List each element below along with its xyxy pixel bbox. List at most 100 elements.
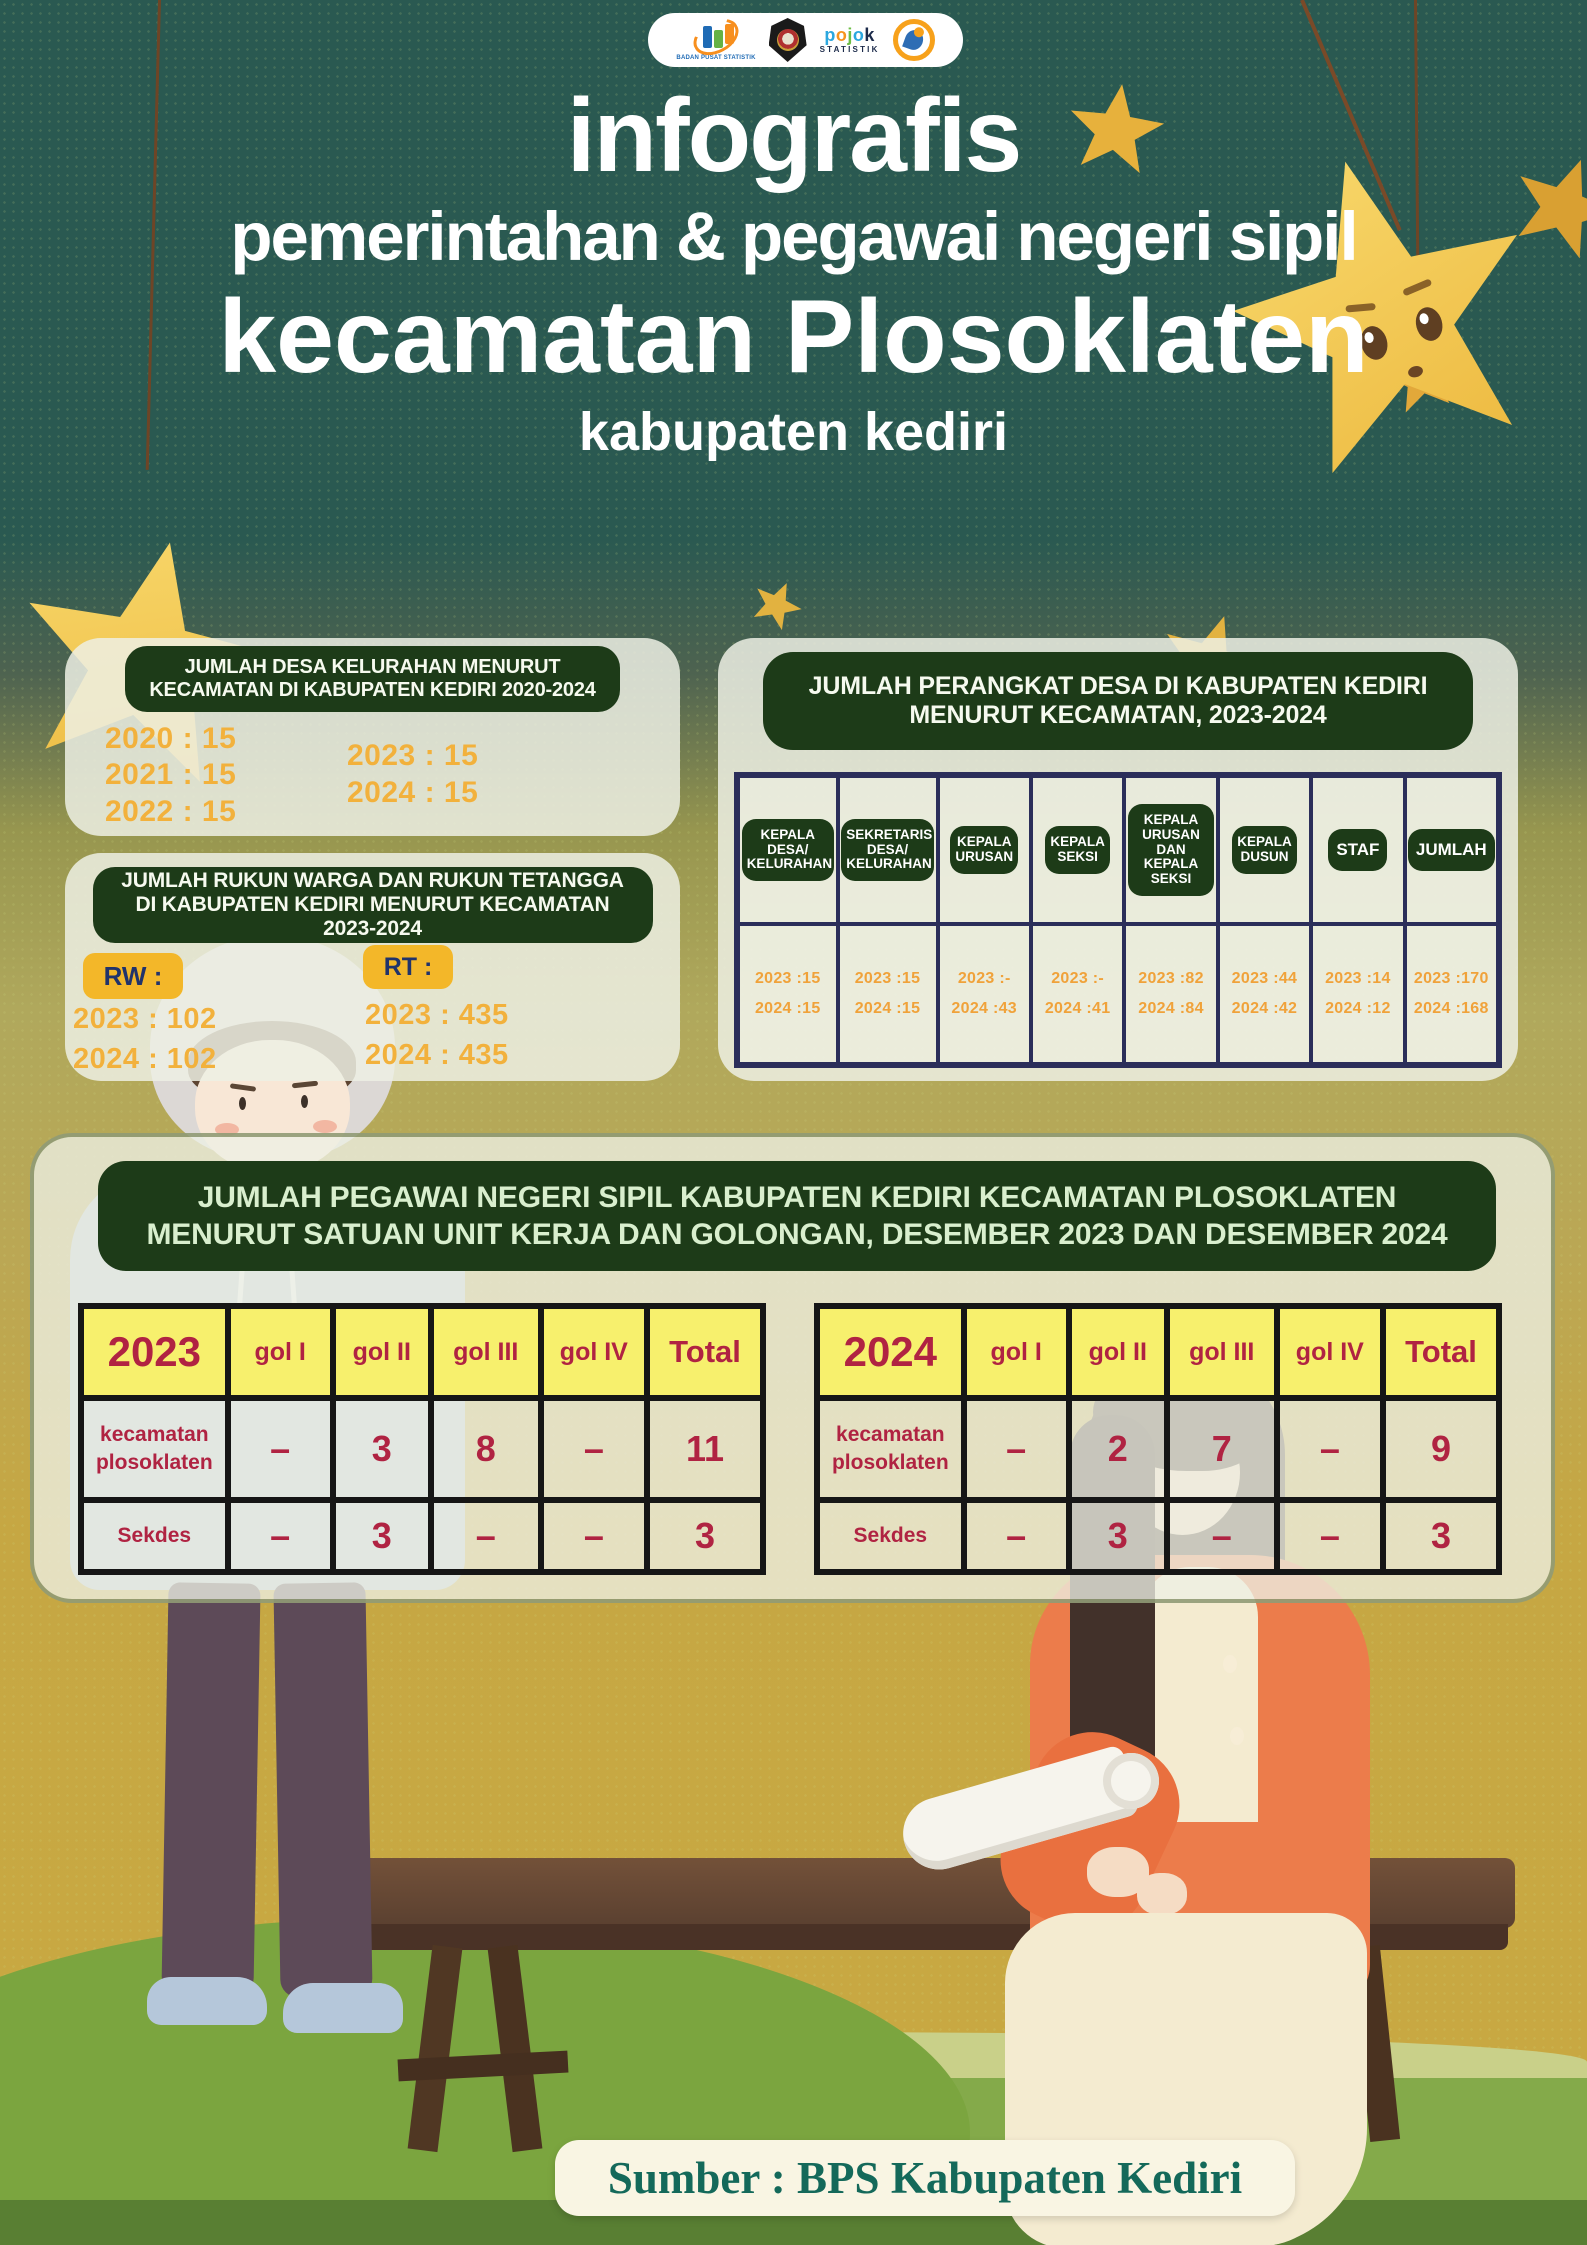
- diktisaintek-berdampak-logo-icon: [892, 19, 935, 61]
- pns-col-header: gol I: [227, 1306, 333, 1398]
- pns-value: –: [1276, 1398, 1384, 1500]
- uniska-badge-icon: [768, 18, 807, 62]
- pns-value: –: [1276, 1500, 1384, 1572]
- woman-button: [1223, 1655, 1237, 1673]
- pns-total-header: Total: [647, 1306, 763, 1398]
- perangkat-header-cell: KEPALA SEKSI: [1030, 776, 1125, 924]
- pns-value: 3: [647, 1500, 763, 1572]
- pns-row-label: kecamatan plosoklaten: [817, 1398, 964, 1500]
- panel-pns: JUMLAH PEGAWAI NEGERI SIPIL KABUPATEN KE…: [30, 1133, 1555, 1603]
- pns-col-header: gol III: [430, 1306, 541, 1398]
- perangkat-header-cell: KEPALA DESA/ KELURAHAN: [738, 776, 838, 924]
- pns-value: 11: [647, 1398, 763, 1500]
- boy-eye: [301, 1095, 308, 1108]
- pns-total-header: Total: [1383, 1306, 1499, 1398]
- woman-hand: [1137, 1873, 1187, 1915]
- title-line-1: infografis: [566, 78, 1023, 194]
- pns-value: 2: [1068, 1398, 1167, 1500]
- uniska-core-icon: [776, 29, 799, 51]
- perangkat-value-2023: 2023 :170: [1413, 969, 1489, 987]
- pns-col-header: gol IV: [540, 1306, 648, 1398]
- title-block: infografis pemerintahan & pegawai negeri…: [0, 84, 1587, 459]
- desa-value: 2020 : 15: [105, 722, 237, 755]
- pns-value: 3: [332, 1500, 431, 1572]
- pns-value: 8: [430, 1398, 541, 1500]
- perangkat-column-label: KEPALA SEKSI: [1045, 826, 1110, 874]
- perangkat-value-cell: 2023 :- 2024 :41: [1030, 924, 1125, 1064]
- perangkat-value-cell: 2023 :170 2024 :168: [1404, 924, 1498, 1064]
- perangkat-value-2024: 2024 :42: [1231, 1000, 1298, 1017]
- pns-row-label: kecamatan plosoklaten: [81, 1398, 228, 1500]
- boy-shoe: [283, 1983, 403, 2033]
- pns-value: 3: [1383, 1500, 1499, 1572]
- perangkat-value-cell: 2023 :44 2024 :42: [1217, 924, 1312, 1064]
- pojok-letter: j: [847, 25, 853, 45]
- boy-eye: [239, 1097, 246, 1110]
- pns-value: –: [1166, 1500, 1277, 1572]
- perangkat-column-label: KEPALA DUSUN: [1232, 826, 1297, 874]
- logo-pill: BADAN PUSAT STATISTIK pojok STATISTIK: [648, 11, 963, 67]
- perangkat-column-label: KEPALA DESA/ KELURAHAN: [741, 818, 834, 882]
- pns-value: –: [227, 1500, 333, 1572]
- perangkat-column-label: KEPALA URUSAN DAN KEPALA SEKSI: [1127, 803, 1215, 897]
- perangkat-value-cell: 2023 :- 2024 :43: [937, 924, 1031, 1064]
- desa-value: 2022 : 15: [105, 795, 237, 828]
- rt-value: 2024 : 435: [365, 1039, 509, 1071]
- pojok-statistik-logo: pojok STATISTIK: [820, 26, 880, 54]
- pns-value: 3: [332, 1398, 431, 1500]
- pns-col-header: gol II: [1068, 1306, 1167, 1398]
- perangkat-value-2023: 2023 :15: [754, 969, 821, 987]
- desa-value: 2024 : 15: [347, 776, 479, 809]
- pns-value: 7: [1166, 1398, 1277, 1500]
- pns-value: –: [963, 1500, 1069, 1572]
- pns-value: –: [540, 1500, 648, 1572]
- title-line-4: kabupaten kediri: [578, 402, 1009, 462]
- pns-table-2023: 2023 gol I gol II gol III gol IV Total k…: [78, 1303, 766, 1575]
- rt-value: 2023 : 435: [365, 999, 509, 1031]
- perangkat-header-cell: KEPALA DUSUN: [1217, 776, 1312, 924]
- bps-bar-blue-icon: [703, 25, 713, 48]
- pns-row-label: Sekdes: [817, 1500, 964, 1572]
- pojok-wordmark: pojok: [824, 26, 875, 44]
- pojok-subtitle: STATISTIK: [819, 45, 880, 54]
- pns-year-header: 2024: [817, 1306, 964, 1398]
- panel-perangkat-desa: JUMLAH PERANGKAT DESA DI KABUPATEN KEDIR…: [718, 638, 1518, 1081]
- perangkat-column-label: SEKRETARIS DESA/ KELURAHAN: [841, 818, 934, 882]
- bps-bar-green-icon: [714, 29, 724, 48]
- pns-row-label: Sekdes: [81, 1500, 228, 1572]
- pns-value: –: [963, 1398, 1069, 1500]
- perangkat-value-2024: 2024 :12: [1325, 1000, 1391, 1017]
- perangkat-value-2024: 2024 :168: [1413, 1000, 1489, 1017]
- bps-logo: BADAN PUSAT STATISTIK: [676, 11, 755, 62]
- pns-col-header: gol IV: [1276, 1306, 1384, 1398]
- perangkat-value-cell: 2023 :15 2024 :15: [837, 924, 938, 1064]
- boy-blush: [313, 1120, 337, 1133]
- perangkat-value-cell: 2023 :82 2024 :84: [1124, 924, 1218, 1064]
- woman-button: [1230, 1727, 1244, 1745]
- boy-pant-leg: [161, 1582, 261, 1996]
- perangkat-header-cell: SEKRETARIS DESA/ KELURAHAN: [837, 776, 938, 924]
- pns-col-header: gol III: [1166, 1306, 1277, 1398]
- perangkat-value-2023: 2023 :44: [1231, 969, 1298, 987]
- pns-value: 9: [1383, 1398, 1499, 1500]
- perangkat-value-2023: 2023 :-: [1051, 969, 1105, 987]
- perangkat-table: KEPALA DESA/ KELURAHAN SEKRETARIS DESA/ …: [734, 772, 1502, 1068]
- perangkat-value-2023: 2023 :15: [854, 969, 921, 987]
- title-line-3: kecamatan Plosoklaten: [218, 279, 1369, 395]
- pns-table-2024: 2024 gol I gol II gol III gol IV Total k…: [814, 1303, 1502, 1575]
- rw-value: 2024 : 102: [73, 1043, 217, 1075]
- pns-value: –: [430, 1500, 541, 1572]
- perangkat-header-cell: KEPALA URUSAN DAN KEPALA SEKSI: [1124, 776, 1218, 924]
- rw-value: 2023 : 102: [73, 1003, 217, 1035]
- pns-value: 3: [1068, 1500, 1167, 1572]
- perangkat-header-cell: JUMLAH: [1404, 776, 1498, 924]
- pns-col-header: gol I: [963, 1306, 1069, 1398]
- rw-badge: RW :: [83, 953, 183, 999]
- bps-logo-icon: [687, 11, 745, 62]
- perangkat-value-2024: 2024 :15: [854, 1000, 921, 1017]
- perangkat-value-2024: 2024 :41: [1044, 1000, 1111, 1017]
- pojok-letter: k: [864, 25, 875, 45]
- source-pill: Sumber : BPS Kabupaten Kediri: [555, 2140, 1295, 2216]
- rt-badge: RT :: [363, 945, 453, 989]
